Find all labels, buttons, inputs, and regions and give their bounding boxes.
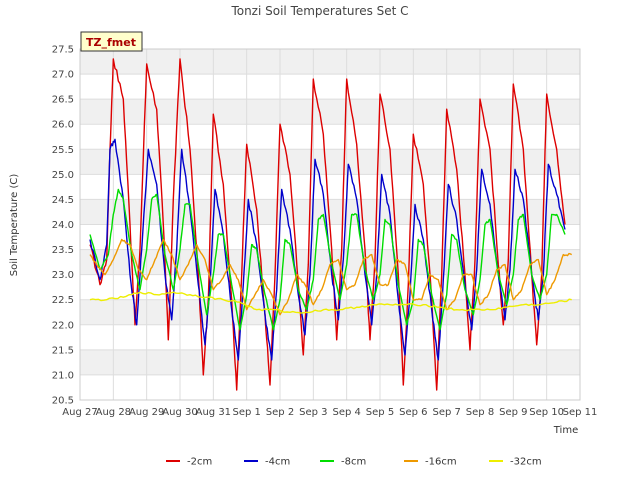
- y-tick-label: 24.0: [52, 220, 74, 231]
- legend: -2cm -4cm -8cm -16cm -32cm: [166, 457, 542, 468]
- legend-label: -4cm: [265, 457, 290, 468]
- plot-band: [80, 324, 580, 350]
- plot-band: [80, 374, 580, 400]
- legend-label: -2cm: [187, 457, 212, 468]
- y-tick-label: 25.5: [52, 145, 74, 156]
- badge-label: TZ_fmet: [86, 36, 136, 49]
- x-tick-label: Sep 7: [432, 407, 460, 418]
- x-tick-label: Sep 10: [529, 407, 564, 418]
- y-tick-label: 21.5: [52, 345, 74, 356]
- y-tick-label: 23.5: [52, 245, 74, 256]
- plot-band: [80, 99, 580, 125]
- y-tick-label: 26.0: [52, 120, 74, 131]
- legend-label: -32cm: [510, 457, 542, 468]
- x-tick-label: Sep 9: [499, 407, 527, 418]
- plot-band: [80, 349, 580, 375]
- y-tick-label: 25.0: [52, 170, 74, 181]
- x-tick-label: Aug 30: [162, 407, 197, 418]
- y-tick-label: 26.5: [52, 95, 74, 106]
- x-tick-label: Aug 31: [196, 407, 231, 418]
- plot-band: [80, 49, 580, 75]
- x-tick-label: Sep 3: [299, 407, 327, 418]
- y-tick-label: 22.0: [52, 320, 74, 331]
- badge-box: [80, 31, 143, 52]
- x-tick-label: Aug 28: [96, 407, 131, 418]
- y-tick-label: 22.5: [52, 295, 74, 306]
- y-tick-label: 27.0: [52, 70, 74, 81]
- y-tick-label: 23.0: [52, 270, 74, 281]
- x-tick-label: Sep 8: [466, 407, 494, 418]
- y-tick-label: 27.5: [52, 45, 74, 56]
- legend-label: -8cm: [341, 457, 366, 468]
- site-badge: TZ_fmet: [80, 31, 143, 52]
- x-tick-label: Sep 2: [266, 407, 294, 418]
- x-tick-label: Aug 27: [62, 407, 97, 418]
- x-tick-label: Sep 6: [399, 407, 427, 418]
- series-line-minus-8cm: [89, 188, 566, 331]
- plot-band: [80, 149, 580, 175]
- y-tick-label: 20.5: [52, 396, 74, 407]
- plot-band: [80, 74, 580, 100]
- x-axis-title: Time: [553, 425, 578, 436]
- plot-band: [80, 174, 580, 200]
- x-tick-label: Sep 5: [366, 407, 394, 418]
- series-line-minus-2cm: [89, 58, 566, 391]
- chart-title: Tonzi Soil Temperatures Set C: [230, 4, 408, 18]
- series-lines: [89, 58, 573, 391]
- series-line-minus-4cm: [89, 138, 566, 361]
- x-tick-label: Sep 11: [563, 407, 598, 418]
- series-line-minus-16cm: [89, 238, 573, 316]
- plot-band: [80, 299, 580, 325]
- x-tick-label: Sep 4: [332, 407, 360, 418]
- x-tick-label: Aug 29: [129, 407, 164, 418]
- y-tick-label: 24.5: [52, 195, 74, 206]
- plot-frame: [79, 48, 581, 401]
- y-tick-label: 21.0: [52, 370, 74, 381]
- y-tick-labels: 20.5 21.0 21.5 22.0 22.5 23.0 23.5 24.0 24.5 25.0…: [52, 45, 74, 407]
- y-axis-title: Soil Temperature (C): [9, 174, 20, 277]
- x-tick-label: Sep 1: [232, 407, 260, 418]
- legend-label: -16cm: [425, 457, 457, 468]
- plot-band: [80, 124, 580, 150]
- plot-band: [80, 274, 580, 300]
- series-line-minus-32cm: [89, 291, 572, 314]
